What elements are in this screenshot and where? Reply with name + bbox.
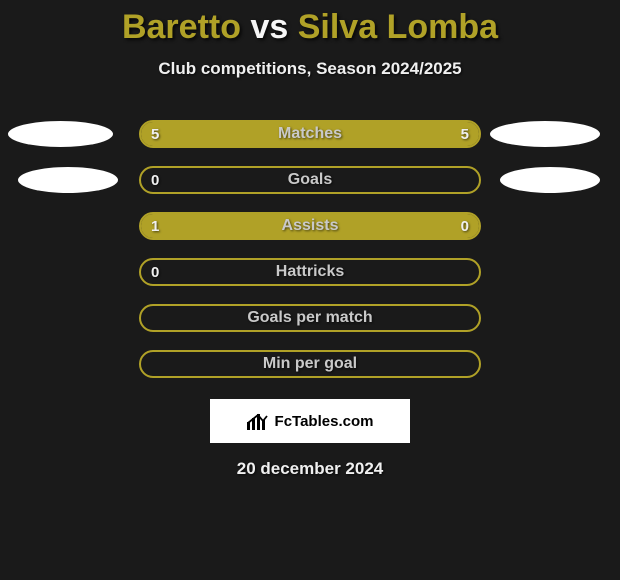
stat-value-player2: 0 — [461, 218, 469, 235]
title-player1: Baretto — [122, 8, 241, 46]
stat-label: Goals — [288, 171, 332, 189]
player1-ellipse — [8, 121, 113, 147]
stat-bar-track: Goals per match — [139, 304, 481, 332]
stat-row: Matches 5 5 — [0, 111, 620, 157]
comparison-chart: Matches55Goals0Assists10Hattricks0Goals … — [0, 111, 620, 387]
stat-row: Min per goal — [0, 341, 620, 387]
stat-label: Assists — [282, 217, 339, 235]
stat-row: Hattricks 0 — [0, 249, 620, 295]
page-title: Baretto vs Silva Lomba — [0, 0, 620, 47]
stat-label: Matches — [278, 125, 342, 143]
stat-value-player1: 5 — [151, 126, 159, 143]
stat-row: Goals 0 — [0, 157, 620, 203]
stat-label: Min per goal — [263, 355, 357, 373]
player2-ellipse — [490, 121, 600, 147]
player1-ellipse — [18, 167, 118, 193]
stat-row: Assists 1 0 — [0, 203, 620, 249]
attribution-text: FcTables.com — [275, 413, 374, 430]
stat-fill-player1 — [141, 214, 405, 238]
stat-bar-track: Hattricks 0 — [139, 258, 481, 286]
title-player2: Silva Lomba — [298, 8, 498, 46]
stat-bar-track: Assists 1 0 — [139, 212, 481, 240]
stat-value-player1: 0 — [151, 172, 159, 189]
stat-value-player1: 1 — [151, 218, 159, 235]
stat-bar-track: Goals 0 — [139, 166, 481, 194]
stat-row: Goals per match — [0, 295, 620, 341]
stat-label: Goals per match — [247, 309, 372, 327]
title-vs: vs — [250, 8, 288, 46]
stat-bar-track: Min per goal — [139, 350, 481, 378]
attribution-box: FcTables.com — [210, 399, 410, 443]
stat-value-player2: 5 — [461, 126, 469, 143]
stat-label: Hattricks — [276, 263, 344, 281]
snapshot-date: 20 december 2024 — [0, 459, 620, 479]
player2-ellipse — [500, 167, 600, 193]
stat-value-player1: 0 — [151, 264, 159, 281]
chart-icon — [247, 412, 269, 430]
stat-bar-track: Matches 5 5 — [139, 120, 481, 148]
subtitle: Club competitions, Season 2024/2025 — [0, 59, 620, 79]
